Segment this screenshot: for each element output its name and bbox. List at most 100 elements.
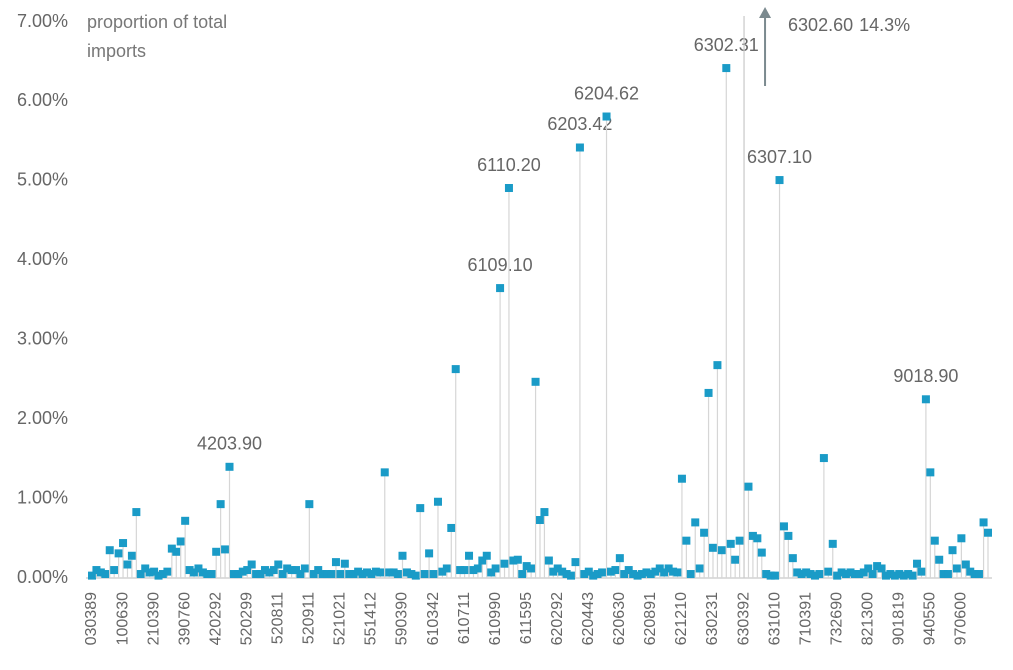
marker (890, 571, 899, 580)
y-tick-label: 4.00% (17, 249, 68, 269)
marker (677, 474, 686, 483)
marker (797, 570, 806, 579)
marker (300, 564, 309, 573)
marker (850, 570, 859, 579)
marker (456, 566, 465, 575)
point-label: 6204.62 (574, 83, 639, 103)
marker (531, 377, 540, 386)
marker (655, 564, 664, 573)
x-tick-label: 610990 (487, 592, 504, 645)
x-tick-label: 590390 (394, 592, 411, 645)
point-label-code: 6302.60 (788, 15, 853, 35)
x-tick-label: 551412 (363, 592, 380, 645)
marker (784, 531, 793, 540)
marker (318, 570, 327, 579)
marker (287, 566, 296, 575)
y-tick-label: 1.00% (17, 487, 68, 507)
marker (580, 570, 589, 579)
marker (447, 523, 456, 532)
marker (638, 570, 647, 579)
marker (642, 568, 651, 577)
x-tick-label: 821300 (859, 592, 876, 645)
marker (913, 559, 922, 568)
marker (429, 570, 438, 579)
marker (788, 554, 797, 563)
marker (269, 566, 278, 575)
marker (855, 570, 864, 579)
marker (380, 468, 389, 477)
marker (553, 564, 562, 573)
marker (722, 64, 731, 73)
marker (194, 564, 203, 573)
marker (602, 112, 611, 121)
marker (567, 571, 576, 580)
x-tick-label: 630231 (704, 592, 721, 645)
marker (371, 567, 380, 576)
marker (92, 566, 101, 575)
marker (673, 568, 682, 577)
marker (101, 570, 110, 579)
marker (345, 570, 354, 579)
marker (336, 570, 345, 579)
marker (651, 567, 660, 576)
x-tick-label: 630392 (735, 592, 752, 645)
marker (331, 558, 340, 567)
marker (957, 534, 966, 543)
marker (713, 361, 722, 370)
marker (145, 568, 154, 577)
marker (296, 570, 305, 579)
marker (984, 528, 992, 537)
marker (500, 559, 509, 568)
marker (110, 566, 119, 575)
marker (700, 528, 709, 537)
marker (225, 462, 234, 471)
marker (708, 543, 717, 552)
y-axis-label: proportion of total imports (87, 12, 228, 61)
marker (433, 497, 442, 506)
point-label: 6203.42 (547, 114, 612, 134)
marker (176, 537, 185, 546)
x-tick-label: 030389 (83, 592, 100, 645)
x-tick-label: 611595 (518, 592, 535, 644)
marker (606, 567, 615, 576)
y-tick-label: 5.00% (17, 170, 68, 190)
marker (646, 570, 655, 579)
marker (252, 570, 261, 579)
marker (513, 555, 522, 564)
marker (815, 570, 824, 579)
marker (491, 564, 500, 573)
marker (571, 558, 580, 567)
marker (562, 570, 571, 579)
marker (487, 568, 496, 577)
marker (771, 571, 780, 580)
marker (895, 570, 904, 579)
point-label: 6302.31 (694, 35, 759, 55)
marker (598, 568, 607, 577)
marker (779, 522, 788, 531)
marker (442, 564, 451, 573)
marker (930, 536, 939, 545)
marker (536, 516, 544, 525)
marker (908, 571, 917, 580)
marker (314, 566, 323, 575)
marker (141, 564, 150, 573)
marker (664, 564, 673, 573)
marker (482, 551, 491, 560)
marker (886, 570, 895, 579)
x-tick-label: 210390 (145, 592, 162, 645)
marker (114, 549, 123, 558)
x-tick-label: 621210 (673, 592, 690, 645)
marker (367, 570, 376, 579)
x-tick-label: 620891 (642, 592, 659, 645)
marker (833, 571, 842, 580)
y-tick-label: 2.00% (17, 408, 68, 428)
x-tick-label: 420292 (207, 592, 224, 645)
marker (811, 571, 820, 580)
marker (948, 546, 957, 555)
marker (669, 567, 678, 576)
point-label: 4203.90 (197, 434, 262, 454)
marker (575, 143, 584, 152)
marker (243, 566, 252, 575)
marker (686, 570, 695, 579)
marker (864, 564, 873, 573)
